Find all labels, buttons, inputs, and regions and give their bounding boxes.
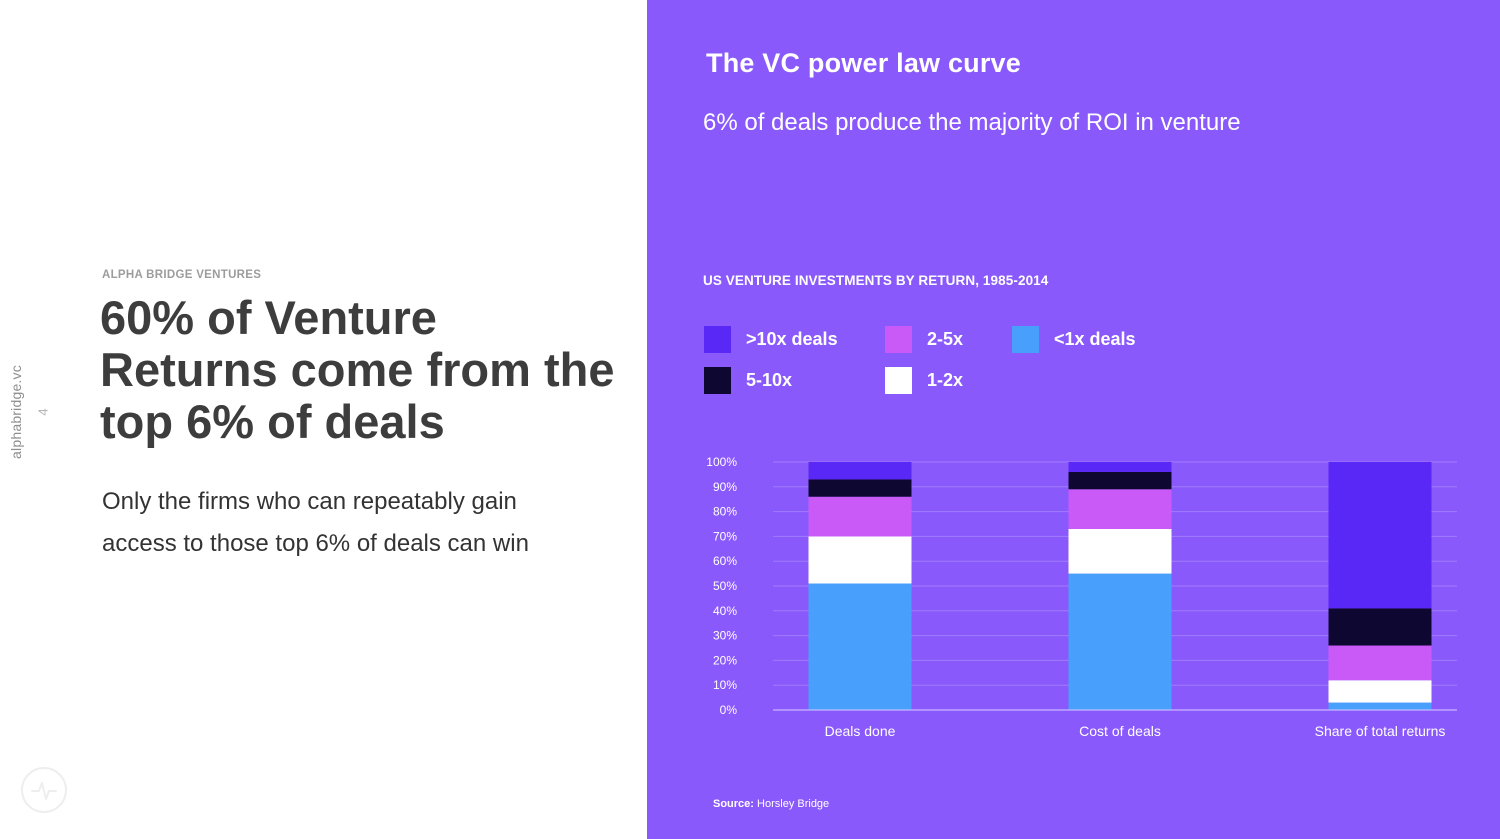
- y-tick-label: 90%: [713, 480, 737, 494]
- legend-swatch: [704, 366, 731, 394]
- chart-title: US VENTURE INVESTMENTS BY RETURN, 1985-2…: [703, 273, 1049, 288]
- bar-segment: [808, 583, 912, 710]
- headline: 60% of Venture Returns come from the top…: [100, 291, 615, 448]
- chart-panel-title: The VC power law curve: [706, 48, 1021, 78]
- y-tick-label: 40%: [713, 604, 737, 618]
- company-eyebrow: ALPHA BRIDGE VENTURES: [102, 269, 262, 281]
- legend-swatch: [704, 325, 731, 353]
- y-tick-label: 60%: [713, 554, 737, 568]
- y-tick-label: 50%: [713, 579, 737, 593]
- legend-label: 2-5x: [927, 328, 964, 349]
- bar-segment: [1328, 680, 1432, 703]
- page-number: 4: [35, 408, 51, 416]
- x-tick-label: Share of total returns: [1315, 723, 1446, 739]
- pulse-logo-icon: [21, 767, 67, 813]
- y-tick-label: 100%: [706, 455, 737, 469]
- legend-item-1-2x: 1-2x: [885, 366, 963, 394]
- legend-label: 5-10x: [746, 369, 793, 390]
- chart-panel-subtitle: 6% of deals produce the majority of ROI …: [703, 109, 1241, 136]
- left-panel: alphabridge.vc 4 ALPHA BRIDGE VENTURES 6…: [0, 0, 647, 839]
- legend-label: >10x deals: [746, 328, 838, 349]
- x-tick-label: Deals done: [825, 723, 896, 739]
- legend-swatch: [885, 325, 912, 353]
- legend-label: 1-2x: [927, 369, 964, 390]
- source-note: Source: Horsley Bridge: [713, 798, 829, 810]
- source-value: Horsley Bridge: [757, 798, 830, 810]
- y-tick-label: 80%: [713, 505, 737, 519]
- bar-segment: [1328, 608, 1432, 646]
- bar-segment: [808, 462, 912, 480]
- legend-swatch: [1012, 325, 1039, 353]
- x-tick-label: Cost of deals: [1079, 723, 1161, 739]
- side-url: alphabridge.vc: [8, 365, 24, 459]
- y-tick-label: 10%: [713, 678, 737, 692]
- y-tick-label: 70%: [713, 529, 737, 543]
- legend-item-5-10x: 5-10x: [704, 366, 792, 394]
- bar-segment: [1068, 462, 1172, 472]
- bar-segment: [808, 536, 912, 584]
- body-text: Only the firms who can repeatably gain a…: [102, 488, 529, 557]
- y-tick-label: 30%: [713, 629, 737, 643]
- y-tick-label: 0%: [720, 703, 738, 717]
- legend-swatch: [885, 366, 912, 394]
- bar-segment: [1068, 573, 1172, 710]
- legend-item-2-5x: 2-5x: [885, 325, 963, 353]
- bar-segment: [808, 479, 912, 497]
- bar-segment: [1328, 645, 1432, 681]
- legend-label: <1x deals: [1054, 328, 1136, 349]
- legend-item-10x: >10x deals: [704, 325, 838, 353]
- bar-segment: [1068, 528, 1172, 574]
- bar-segment: [1068, 471, 1172, 490]
- bar-segment: [1328, 462, 1432, 609]
- bar-segment: [1328, 702, 1432, 710]
- bar-segment: [1068, 489, 1172, 529]
- stacked-bar-chart: 0% 10% 20% 30% 40% 50% 60% 70% 80% 90% 100% Deals d…: [706, 455, 1457, 739]
- source-label: Source:: [713, 798, 754, 810]
- bar-segment: [808, 496, 912, 537]
- legend-item-under-1x: <1x deals: [1012, 325, 1136, 353]
- y-tick-label: 20%: [713, 653, 737, 667]
